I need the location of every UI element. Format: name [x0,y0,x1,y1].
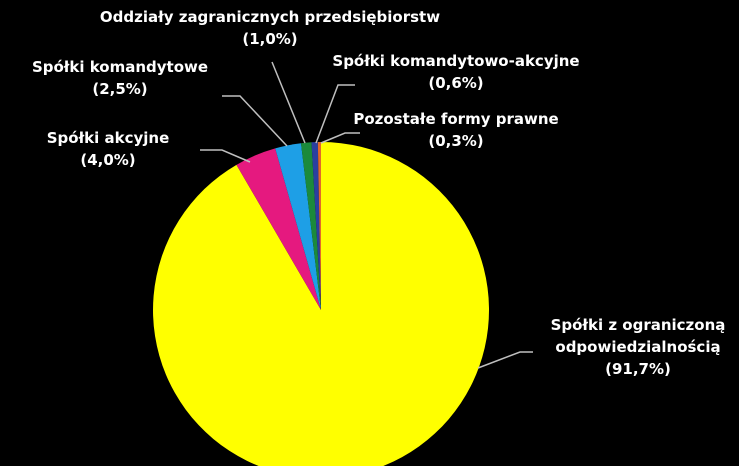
slice-label-3-line-0: Oddziały zagranicznych przedsiębiorstw [100,8,440,26]
slice-label-0-line-2: (91,7%) [605,360,671,378]
leader-line-2 [222,95,288,147]
slice-label-5-line-1: (0,3%) [428,132,483,150]
slice-label-0-line-0: Spółki z ograniczoną [551,316,726,334]
leader-line-4 [315,84,355,144]
slice-label-1-line-0: Spółki akcyjne [47,129,170,147]
pie-slice-3 [301,142,321,310]
slice-label-1-line-1: (4,0%) [80,151,135,169]
slice-label-4-line-1: (0,6%) [428,74,483,92]
leader-lines [200,61,533,369]
pie-slice-2 [275,143,321,310]
leader-line-3 [271,61,306,144]
slice-label-3-line-1: (1,0%) [242,30,297,48]
pie-slices [153,142,489,466]
slice-labels: Spółki z ograniczoną odpowiedzialnością (9… [32,8,725,378]
slice-label-2-line-1: (2,5%) [92,80,147,98]
leader-line-0 [477,351,533,369]
slice-label-2-line-0: Spółki komandytowe [32,58,208,76]
slice-label-4-line-0: Spółki komandytowo-akcyjne [332,52,579,70]
slice-label-3: Oddziały zagranicznych przedsiębiorstw (1… [100,8,440,48]
pie-slice-4 [311,142,321,310]
leader-line-5 [320,132,360,144]
slice-label-5: Pozostałe formy prawne (0,3%) [353,110,558,150]
slice-label-5-line-0: Pozostałe formy prawne [353,110,558,128]
slice-label-4: Spółki komandytowo-akcyjne (0,6%) [332,52,579,92]
slice-label-2: Spółki komandytowe (2,5%) [32,58,208,98]
pie-slice-1 [236,148,321,310]
slice-label-0-line-1: odpowiedzialnością [555,338,720,356]
slice-label-1: Spółki akcyjne (4,0%) [47,129,170,169]
leader-line-1 [200,149,251,163]
pie-slice-0 [153,142,489,466]
slice-label-0: Spółki z ograniczoną odpowiedzialnością (9… [551,316,726,378]
pie-slice-5 [317,142,321,310]
